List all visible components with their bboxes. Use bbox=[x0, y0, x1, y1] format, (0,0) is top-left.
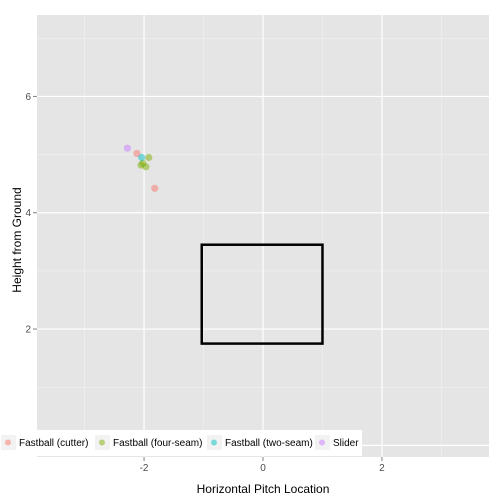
legend-key-dot bbox=[99, 439, 105, 446]
legend-key-dot bbox=[211, 439, 217, 446]
legend-label: Slider bbox=[333, 438, 359, 449]
y-axis-ticks: 2 4 6 bbox=[25, 92, 37, 336]
data-point bbox=[138, 153, 146, 162]
data-point bbox=[151, 184, 159, 192]
data-point bbox=[145, 153, 153, 162]
data-point bbox=[123, 144, 131, 152]
legend-label: Fastball (two-seam) bbox=[225, 438, 313, 449]
y-tick-label: 2 bbox=[25, 325, 31, 336]
legend-label: Fastball (cutter) bbox=[19, 438, 88, 449]
legend-key-dot bbox=[319, 439, 325, 446]
y-tick-label: 6 bbox=[25, 92, 31, 103]
major-grid bbox=[37, 15, 489, 457]
data-point bbox=[133, 149, 141, 158]
x-axis-ticks: -2 0 2 bbox=[140, 457, 385, 474]
y-axis-title: Height from Ground bbox=[10, 187, 24, 292]
data-point bbox=[139, 159, 147, 167]
y-tick-label: 4 bbox=[25, 208, 31, 219]
x-axis-title: Horizontal Pitch Location bbox=[197, 482, 330, 496]
legend-key-dot bbox=[5, 439, 11, 446]
legend-label: Fastball (four-seam) bbox=[113, 438, 202, 449]
x-tick-label: 2 bbox=[379, 463, 385, 474]
x-tick-label: 0 bbox=[260, 463, 266, 474]
legend-background bbox=[0, 430, 362, 456]
legend: Fastball (cutter) Fastball (four-seam) Fas… bbox=[0, 430, 362, 456]
strike-zone bbox=[200, 243, 324, 345]
x-tick-label: -2 bbox=[140, 463, 149, 474]
data-points bbox=[123, 144, 159, 192]
